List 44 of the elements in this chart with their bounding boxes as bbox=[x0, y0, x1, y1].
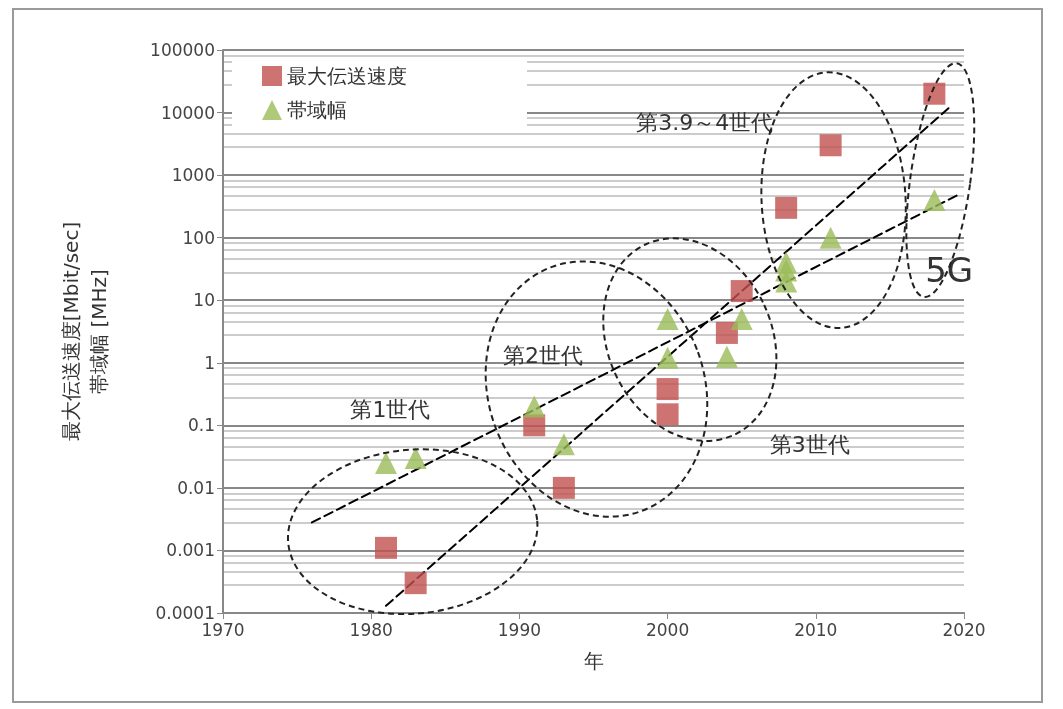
point bbox=[375, 452, 398, 474]
point bbox=[923, 189, 946, 211]
y-tick-label: 10000 bbox=[160, 102, 215, 123]
y-tick-label: 100 bbox=[182, 227, 215, 248]
annotation: 第2世代 bbox=[503, 343, 584, 369]
point bbox=[819, 226, 842, 249]
x-axis-title: 年 bbox=[583, 649, 604, 673]
annotation: 第3世代 bbox=[769, 431, 850, 457]
point bbox=[656, 403, 679, 426]
y-tick-label: 10 bbox=[193, 290, 215, 311]
point bbox=[552, 433, 575, 456]
y-tick-label: 0.01 bbox=[177, 477, 215, 498]
x-tick-label: 1980 bbox=[349, 619, 393, 640]
point bbox=[552, 476, 575, 499]
point bbox=[775, 270, 798, 293]
y-tick-label: 1000 bbox=[171, 165, 215, 186]
annotation: 第3.9～4世代 bbox=[636, 109, 774, 135]
point bbox=[730, 280, 753, 303]
point bbox=[404, 447, 427, 470]
legend-label: 最大伝送速度 bbox=[287, 64, 407, 88]
annotation: 5G bbox=[925, 250, 974, 291]
point bbox=[715, 321, 738, 344]
point bbox=[715, 345, 738, 368]
x-tick-label: 2010 bbox=[794, 619, 838, 640]
y-tick-label: 100000 bbox=[150, 40, 215, 60]
x-tick-label: 2000 bbox=[645, 619, 690, 640]
point bbox=[523, 395, 546, 418]
x-tick-label: 2020 bbox=[942, 619, 986, 640]
point bbox=[819, 134, 842, 157]
annotation: 第1世代 bbox=[350, 396, 431, 422]
point bbox=[775, 196, 798, 219]
point bbox=[656, 346, 679, 369]
point bbox=[923, 82, 946, 105]
legend-label: 帯域幅 bbox=[287, 98, 347, 122]
point bbox=[656, 378, 679, 401]
y-tick-label: 0.001 bbox=[166, 540, 215, 561]
point bbox=[656, 308, 679, 331]
x-tick-label: 1990 bbox=[497, 619, 542, 640]
y-tick-label: 0.1 bbox=[187, 415, 215, 436]
y-axis-title: 最大伝送速度[Mbit/sec] 帯域幅 [MHz] bbox=[59, 221, 111, 442]
point bbox=[730, 308, 753, 331]
point bbox=[404, 572, 427, 595]
point bbox=[375, 536, 398, 559]
y-tick-label: 1 bbox=[204, 352, 215, 373]
